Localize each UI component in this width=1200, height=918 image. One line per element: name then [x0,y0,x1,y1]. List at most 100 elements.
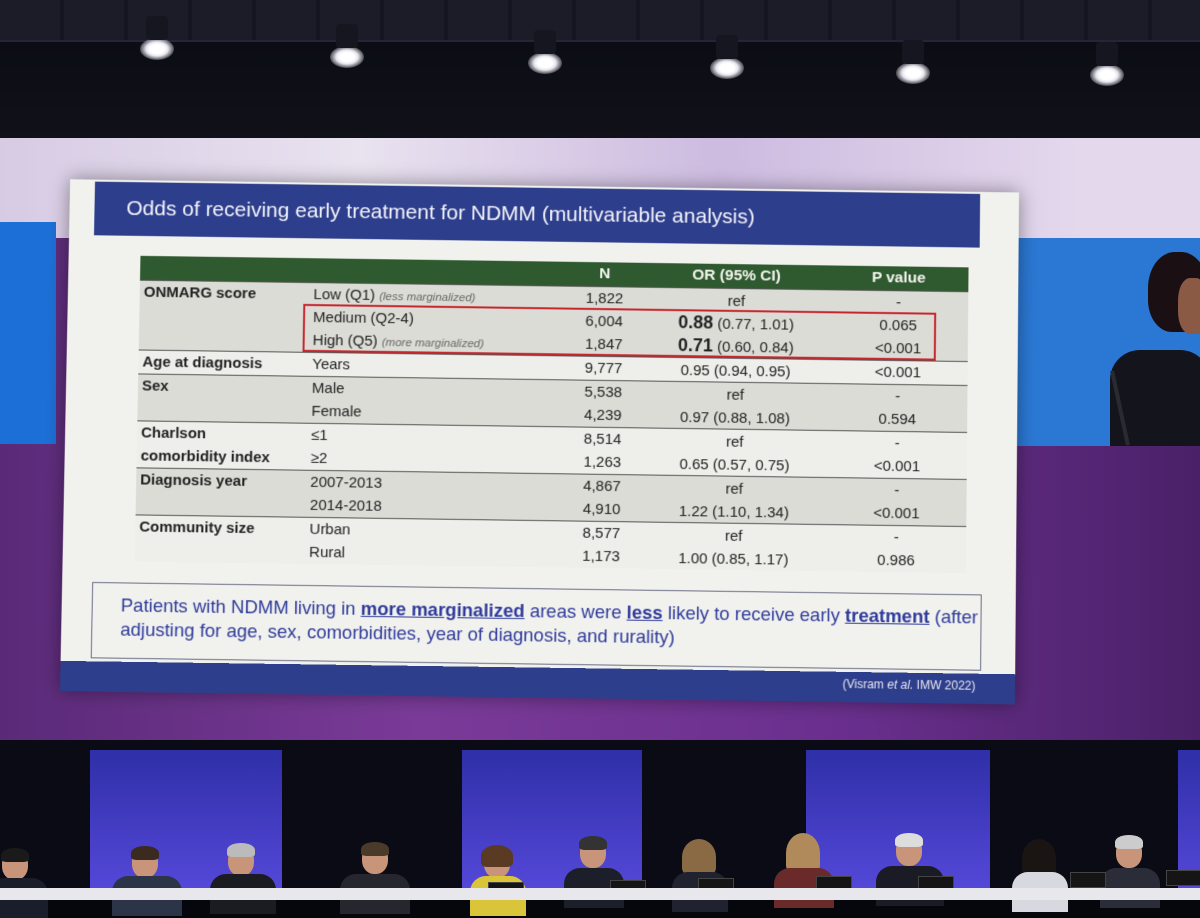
category-cell: Female [307,400,563,427]
p-cell: 0.594 [827,407,967,432]
variable-cell: Sex [138,374,308,400]
or-ci: ref [725,481,743,498]
variable-cell [139,327,309,353]
p-cell: <0.001 [828,360,968,386]
variable-cell [137,397,307,423]
header-category [310,258,566,286]
category-label: 2014-2018 [310,497,382,515]
citation-italic: et al. [887,678,913,692]
side-screen-left [0,222,56,444]
presentation-slide: Odds of receiving early treatment for ND… [60,179,1019,704]
conclusion-text: likely to receive early [663,602,846,626]
or-ci: 0.95 (0.94, 0.95) [680,362,790,381]
category-cell: 2007-2013 [306,470,563,497]
or-cell: 0.65 (0.57, 0.75) [642,451,828,477]
highlight-box [302,304,936,361]
nameplate [1070,872,1106,888]
or-ci: ref [725,528,743,545]
n-cell: 4,867 [562,474,641,499]
variable-cell [139,304,309,329]
conclusion-emphasis: less [626,602,662,624]
panelist-hair [131,846,159,860]
header-or: OR (95% CI) [644,263,829,290]
variable-cell: Age at diagnosis [138,350,308,376]
category-cell: 2014-2018 [306,494,563,521]
panelist-hair [1,848,29,862]
category-label: Rural [309,544,345,562]
or-ci: 1.22 (1.10, 1.34) [679,503,789,522]
or-cell: 0.97 (0.88, 1.08) [642,404,827,430]
or-ci: 0.97 (0.88, 1.08) [680,409,790,428]
p-cell: - [826,525,966,551]
p-cell: <0.001 [826,501,966,526]
panelist-hair [786,833,820,873]
p-cell: - [827,431,967,456]
or-ci: 0.65 (0.57, 0.75) [679,456,789,475]
or-cell: ref [642,428,827,454]
panelist-hair [481,845,513,867]
category-cell: Rural [305,541,562,568]
panelist-hair [361,842,389,856]
n-cell: 8,514 [563,427,642,452]
stage-panel [90,750,282,890]
citation: (Visram et al. IMW 2022) [842,677,975,693]
or-ci: ref [726,387,744,404]
or-ci: ref [726,434,744,451]
spotlight [710,57,744,79]
category-cell: ≥2 [307,447,563,474]
header-p-value: P value [829,265,969,291]
spotlight [330,46,364,68]
header-n: N [565,262,644,287]
or-cell: 1.22 (1.10, 1.34) [641,498,827,524]
or-cell: ref [641,475,827,501]
category-label: Years [312,356,350,373]
variable-cell [136,491,307,517]
nameplate [1166,870,1200,886]
variable-cell: Charlson [137,421,307,447]
citation-suffix: IMW 2022) [913,678,975,693]
variable-cell [135,538,306,563]
odds-ratio-table: N OR (95% CI) P value ONMARG score Low (… [135,256,969,573]
category-label: Low (Q1) [313,286,375,304]
spotlight [528,52,562,74]
or-cell: 1.00 (0.85, 1.17) [640,546,826,572]
conclusion-emphasis: treatment [845,605,930,627]
p-cell: - [828,384,968,409]
or-ci: 1.00 (0.85, 1.17) [678,550,788,569]
n-cell: 9,777 [564,356,643,381]
variable-cell: ONMARG score [140,280,310,306]
ceiling [0,0,1200,140]
n-cell: 4,239 [563,403,642,428]
n-cell: 4,910 [562,497,641,522]
speaker-face [1178,278,1200,334]
variable-cell: comorbidity index [136,444,306,470]
conclusion-emphasis: more marginalized [361,598,525,621]
panelist-hair [682,839,716,875]
panelist-hair [895,833,923,847]
variable-cell: Community size [135,515,306,541]
category-label: Urban [309,521,350,539]
lighting-truss [0,0,1200,42]
panelist-hair [227,843,255,857]
spotlight [896,62,930,84]
n-cell: 1,173 [561,544,640,568]
category-cell: Urban [305,517,562,544]
stage-panel [1178,750,1200,890]
header-variable [140,256,310,283]
category-cell: Male [308,376,564,403]
spotlight [140,38,174,60]
category-cell: ≤1 [307,423,563,450]
variable-cell: Diagnosis year [136,468,307,494]
conclusion-box: Patients with NDMM living in more margin… [91,582,982,671]
panelist-hair [579,836,607,850]
category-label: Female [311,403,361,421]
slide-title: Odds of receiving early treatment for ND… [94,182,980,248]
n-cell: 5,538 [564,380,643,405]
panelist-hair [1115,835,1143,849]
panel-table [0,888,1200,900]
category-label: ≤1 [311,427,328,444]
category-label: ≥2 [311,450,328,467]
spotlight [1090,64,1124,86]
category-cell: Years [308,352,564,380]
p-cell: 0.986 [826,548,966,573]
